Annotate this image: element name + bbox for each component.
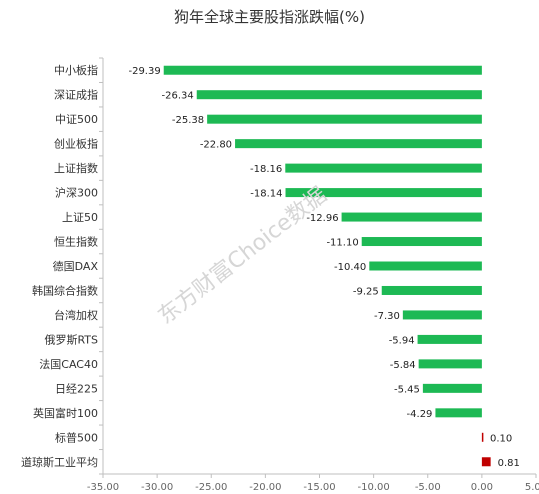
data-label: -12.96 (306, 213, 338, 224)
bar (285, 188, 482, 198)
data-label: -7.30 (374, 311, 400, 322)
bar (481, 457, 491, 467)
bar (285, 163, 482, 173)
x-tick-label: -10.00 (358, 482, 390, 493)
category-label: 英国富时100 (33, 406, 98, 420)
data-label: -9.25 (353, 286, 379, 297)
data-label: 0.10 (490, 433, 512, 444)
category-label: 沪深300 (55, 186, 98, 200)
category-label: 韩国综合指数 (32, 283, 98, 297)
category-label: 道琼斯工业平均 (21, 455, 98, 469)
x-tick-label: -35.00 (87, 482, 119, 493)
data-label: -18.14 (250, 189, 282, 200)
category-label: 德国DAX (53, 259, 99, 273)
data-label: -5.84 (390, 360, 416, 371)
bar (435, 408, 482, 418)
bar (196, 90, 482, 100)
category-label: 恒生指数 (54, 235, 98, 249)
x-tick-label: -25.00 (195, 482, 227, 493)
bar (381, 285, 482, 295)
x-tick-label: -20.00 (249, 482, 281, 493)
category-label: 中小板指 (54, 63, 98, 77)
bar (422, 383, 482, 393)
x-tick-label: 5.00 (525, 482, 539, 493)
x-tick-label: 0.00 (471, 482, 493, 493)
bar (481, 432, 484, 442)
category-label: 上证50 (62, 211, 98, 224)
bar (402, 310, 482, 320)
data-label: -26.34 (161, 91, 193, 102)
category-label: 日经225 (55, 382, 98, 395)
bar (341, 212, 482, 222)
bar (235, 139, 482, 149)
x-tick-label: -5.00 (415, 482, 441, 493)
category-label: 台湾加权 (54, 308, 98, 322)
category-label: 创业板指 (54, 137, 98, 151)
data-label: -10.40 (334, 262, 366, 273)
data-label: -29.39 (128, 66, 160, 77)
bar (417, 334, 482, 344)
chart-title: 狗年全球主要股指涨跌幅(%) (174, 8, 365, 26)
category-label: 中证500 (55, 113, 98, 126)
data-label: -18.16 (250, 164, 282, 175)
category-label: 俄罗斯RTS (44, 333, 98, 346)
category-label: 深证成指 (54, 88, 98, 102)
x-tick-label: -15.00 (303, 482, 335, 493)
bar (369, 261, 482, 271)
data-label: 0.81 (498, 458, 520, 469)
data-label: -25.38 (172, 115, 204, 126)
bar (207, 114, 482, 124)
x-tick-label: -30.00 (141, 482, 173, 493)
data-label: -4.29 (407, 409, 433, 420)
data-label: -22.80 (200, 140, 232, 151)
bar (418, 359, 482, 369)
category-label: 标普500 (55, 430, 98, 444)
data-label: -5.45 (394, 384, 420, 395)
data-label: -11.10 (326, 238, 358, 249)
category-label: 法国CAC40 (39, 357, 98, 371)
category-label: 上证指数 (54, 161, 98, 175)
bar (163, 65, 482, 75)
data-label: -5.94 (389, 335, 415, 346)
bar (361, 237, 482, 247)
